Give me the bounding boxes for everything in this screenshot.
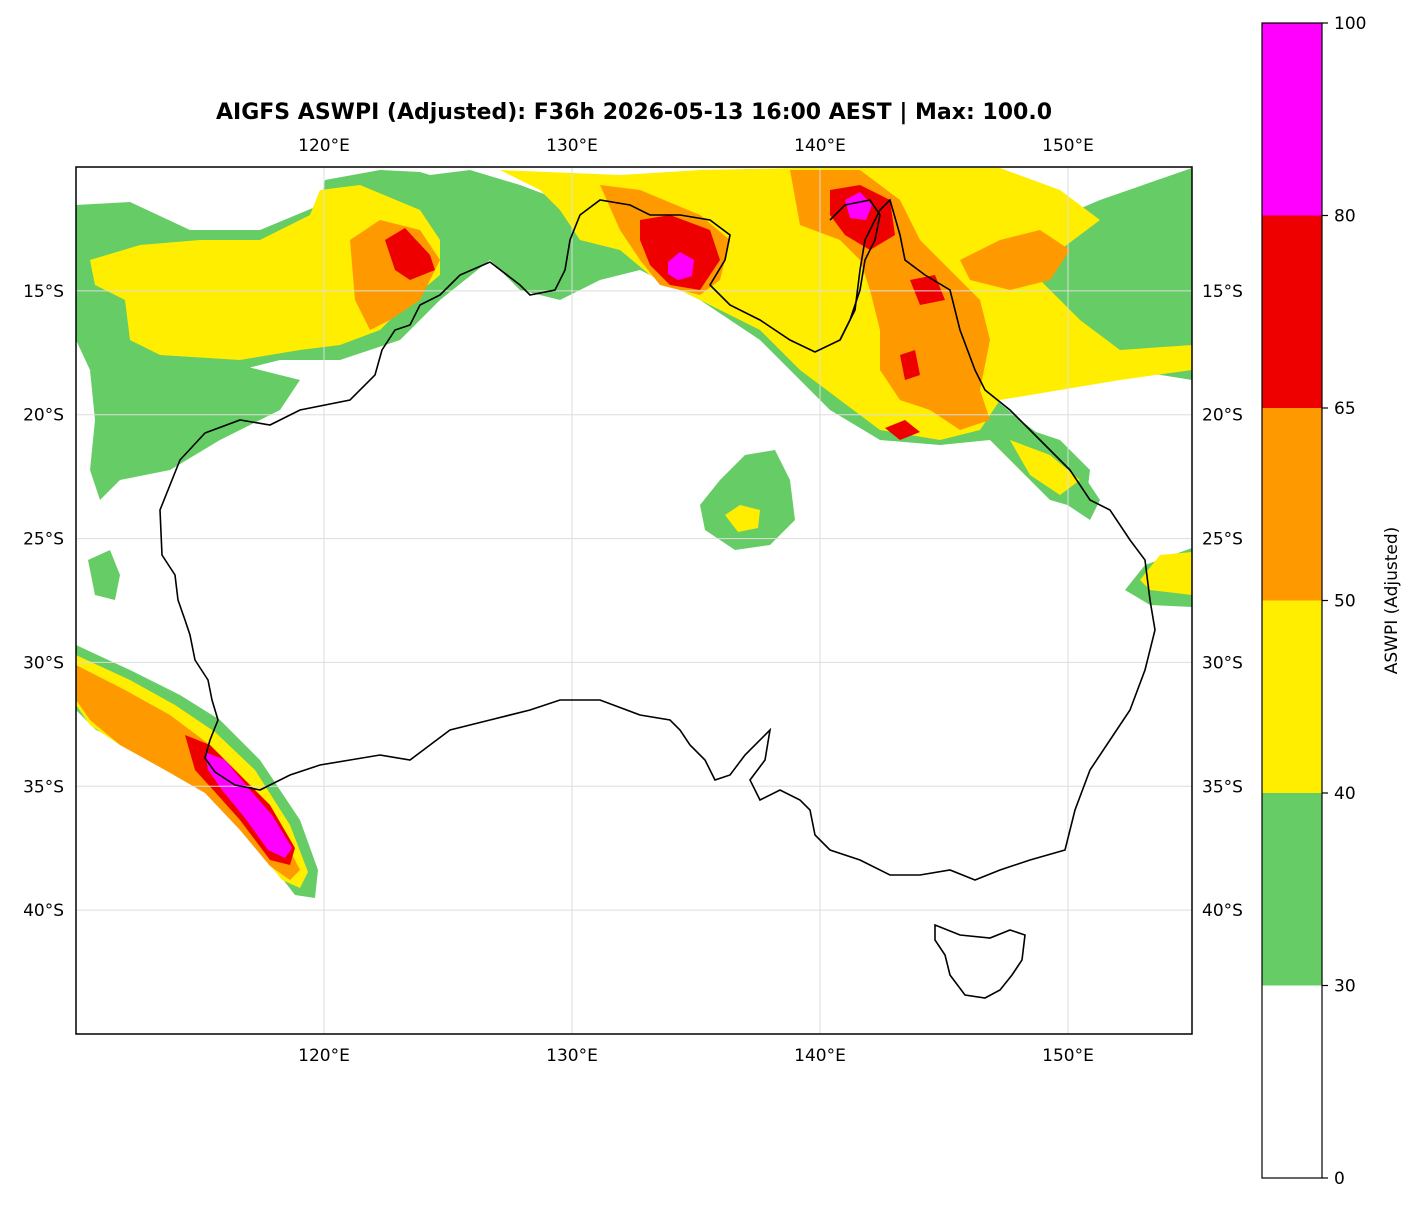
colorbar-label: ASWPI (Adjusted) xyxy=(1382,527,1402,675)
lon-tick-label-top-2: 140°E xyxy=(794,136,846,156)
contour-west-yellow xyxy=(90,185,440,360)
colorbar-segment-4 xyxy=(1262,215,1322,408)
lat-tick-label-left-3: 30°S xyxy=(23,653,64,673)
lat-tick-label-right-2: 25°S xyxy=(1202,530,1243,550)
lon-tick-label-top-1: 130°E xyxy=(546,136,598,156)
colorbar-tick-label-2: 40 xyxy=(1334,784,1356,804)
map-frame xyxy=(75,166,1193,1035)
lon-tick-label-bottom-3: 150°E xyxy=(1042,1046,1094,1066)
gridlines xyxy=(76,167,1192,1034)
contour-north-magenta xyxy=(668,252,694,280)
lat-tick-label-left-1: 20°S xyxy=(23,406,64,426)
gulf-carpentaria-inner xyxy=(829,199,881,341)
lon-tick-label-bottom-1: 130°E xyxy=(546,1046,598,1066)
lon-tick-label-top-3: 150°E xyxy=(1042,136,1094,156)
colorbar-tick-label-4: 65 xyxy=(1334,399,1356,419)
colorbar-segment-0 xyxy=(1262,985,1322,1178)
contour-central-yellow xyxy=(725,505,760,532)
colorbar-tick-label-0: 0 xyxy=(1334,1169,1345,1189)
colorbar-segment-1 xyxy=(1262,793,1322,986)
lat-tick-label-right-5: 40°S xyxy=(1202,901,1243,921)
colorbar-tick-label-3: 50 xyxy=(1334,592,1356,612)
lat-tick-label-left-2: 25°S xyxy=(23,530,64,550)
contour-north-magenta-2 xyxy=(845,192,872,220)
colorbar-segment-5 xyxy=(1262,23,1322,216)
contour-north-red-4 xyxy=(900,350,920,380)
axis-ticks: 120°E 120°E 130°E 130°E 140°E 140°E 150°E 150°E… xyxy=(23,136,1243,1066)
lat-tick-label-left-4: 35°S xyxy=(23,777,64,797)
coastline xyxy=(159,198,1156,999)
contour-central-green xyxy=(700,450,795,550)
contour-east-coast-yellow xyxy=(1010,440,1080,495)
lat-tick-label-left-5: 40°S xyxy=(23,901,64,921)
lon-tick-label-top-0: 120°E xyxy=(298,136,350,156)
aswpi-field xyxy=(76,168,1192,898)
lat-tick-label-left-0: 15°S xyxy=(23,282,64,302)
contour-west-red xyxy=(385,228,435,280)
lat-tick-label-right-4: 35°S xyxy=(1202,777,1243,797)
australia-coastline xyxy=(159,198,1156,881)
contour-sw-orange xyxy=(76,665,300,880)
lat-tick-label-right-3: 30°S xyxy=(1202,653,1243,673)
lat-tick-label-right-1: 20°S xyxy=(1202,406,1243,426)
colorbar-tick-label-1: 30 xyxy=(1334,977,1356,997)
contour-north-red-5 xyxy=(885,420,920,440)
contour-west-small-green xyxy=(88,550,120,600)
colorbar-segment-3 xyxy=(1262,408,1322,601)
lat-tick-label-right-0: 15°S xyxy=(1202,282,1243,302)
contour-north-orange-3 xyxy=(960,230,1070,290)
lon-tick-label-bottom-0: 120°E xyxy=(298,1046,350,1066)
contour-north-orange-2 xyxy=(790,170,990,430)
colorbar: 0 30 40 50 65 80 100 ASWPI (Adjusted) xyxy=(1261,14,1402,1189)
colorbar-segment-2 xyxy=(1262,600,1322,793)
colorbar-tick-label-5: 80 xyxy=(1334,207,1356,227)
tasmania-coastline xyxy=(934,923,1026,999)
lon-tick-label-bottom-2: 140°E xyxy=(794,1046,846,1066)
contour-sw-magenta xyxy=(205,752,292,858)
map-title: AIGFS ASWPI (Adjusted): F36h 2026-05-13 … xyxy=(216,100,1052,125)
colorbar-tick-label-6: 100 xyxy=(1334,14,1366,34)
contour-se-qld-yellow xyxy=(1140,552,1192,595)
